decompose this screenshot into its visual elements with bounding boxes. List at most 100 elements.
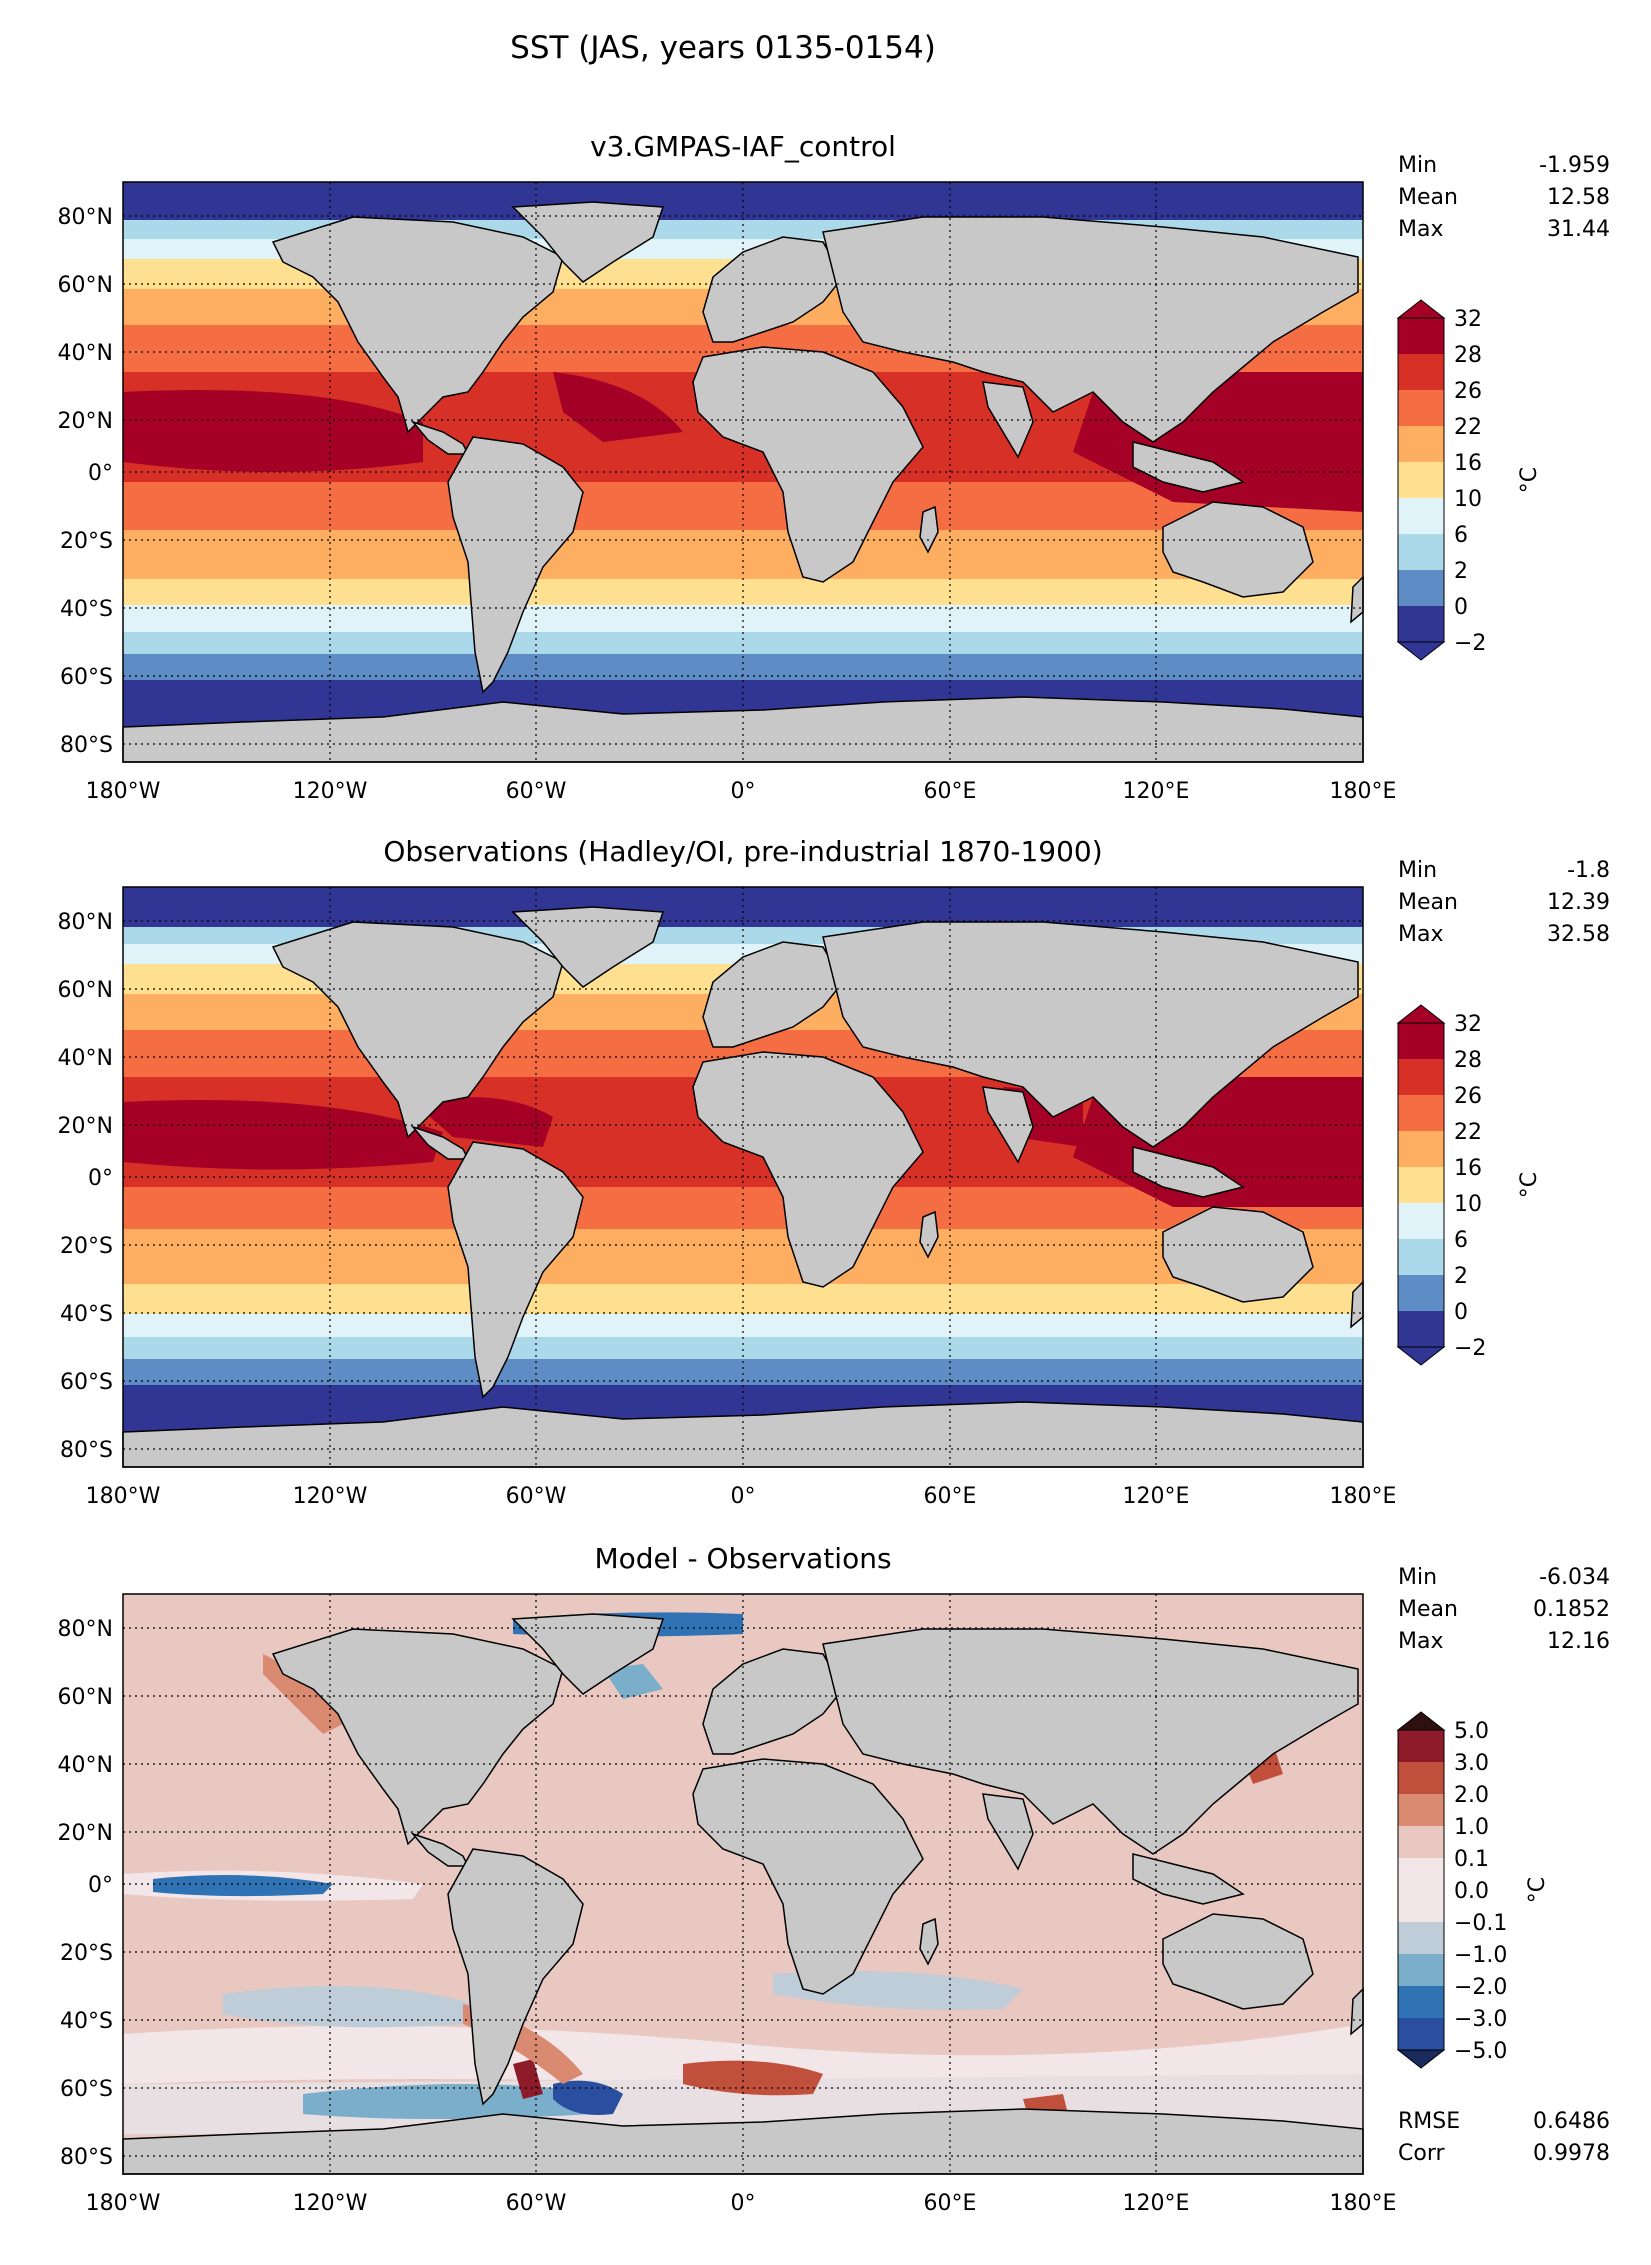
lon-tick: 60°W bbox=[506, 779, 567, 804]
lat-tick: 20°N bbox=[58, 409, 113, 434]
stat-label: Corr bbox=[1398, 2141, 1445, 2166]
stat-label: Max bbox=[1398, 922, 1443, 947]
lon-tick: 120°W bbox=[293, 779, 368, 804]
colorbar: 5.0 3.0 2.0 1.0 0.1 0.0 −0.1 −1.0 −2.0 −… bbox=[1396, 1711, 1550, 2069]
colorbar-tick: 2 bbox=[1454, 559, 1468, 584]
colorbar-tick: 0 bbox=[1454, 1300, 1468, 1325]
stat-label: Max bbox=[1398, 1629, 1443, 1654]
panel-title: Model - Observations bbox=[594, 1542, 891, 1575]
figure-title: SST (JAS, years 0135-0154) bbox=[510, 30, 936, 66]
lat-tick-labels: 80°N 60°N 40°N 20°N 0° 20°S 40°S 60°S 80… bbox=[58, 205, 113, 758]
colorbar-tick: 28 bbox=[1454, 1048, 1482, 1073]
lon-tick: 0° bbox=[731, 779, 756, 804]
lat-tick: 20°N bbox=[58, 1821, 113, 1846]
lat-tick: 80°N bbox=[58, 1617, 113, 1642]
lon-tick: 0° bbox=[731, 2191, 756, 2216]
lon-tick: 120°W bbox=[293, 1484, 368, 1509]
panel-title: Observations (Hadley/OI, pre-industrial … bbox=[383, 835, 1102, 868]
lon-tick: 60°E bbox=[924, 1484, 977, 1509]
panel-model: v3.GMPAS-IAF_control bbox=[58, 130, 1610, 804]
lat-tick: 20°S bbox=[60, 1234, 113, 1259]
stat-value: 32.58 bbox=[1547, 922, 1610, 947]
lat-tick: 40°N bbox=[58, 1753, 113, 1778]
colorbar-tick: 16 bbox=[1454, 451, 1482, 476]
colorbar-unit: °C bbox=[1525, 1877, 1550, 1903]
colorbar-tick: −5.0 bbox=[1454, 2039, 1507, 2064]
colorbar-tick: −3.0 bbox=[1454, 2007, 1507, 2032]
lat-tick: 20°S bbox=[60, 1941, 113, 1966]
colorbar-tick: 0.1 bbox=[1454, 1847, 1489, 1872]
lat-tick: 60°S bbox=[60, 2077, 113, 2102]
lat-tick: 40°S bbox=[60, 2009, 113, 2034]
colorbar-tick: 32 bbox=[1454, 1012, 1482, 1037]
map-area bbox=[122, 181, 1364, 763]
lat-tick: 0° bbox=[88, 1166, 113, 1191]
lon-tick: 120°W bbox=[293, 2191, 368, 2216]
colorbar-tick: 2 bbox=[1454, 1264, 1468, 1289]
lat-tick: 40°S bbox=[60, 1302, 113, 1327]
colorbar-tick: 32 bbox=[1454, 307, 1482, 332]
colorbar-tick: 6 bbox=[1454, 1228, 1468, 1253]
lon-tick: 180°W bbox=[86, 779, 161, 804]
lon-tick: 120°E bbox=[1123, 1484, 1190, 1509]
colorbar-tick: 28 bbox=[1454, 343, 1482, 368]
colorbar-tick: 3.0 bbox=[1454, 1751, 1489, 1776]
lat-tick: 60°S bbox=[60, 1370, 113, 1395]
lat-tick: 40°N bbox=[58, 1046, 113, 1071]
lat-tick: 80°S bbox=[60, 1438, 113, 1463]
stat-value: 0.9978 bbox=[1533, 2141, 1610, 2166]
colorbar-tick: 5.0 bbox=[1454, 1719, 1489, 1744]
stats-box: Min -1.959 Mean 12.58 Max 31.44 bbox=[1398, 153, 1610, 242]
stat-value: -1.8 bbox=[1567, 858, 1610, 883]
stats-box: Min -6.034 Mean 0.1852 Max 12.16 bbox=[1398, 1565, 1610, 1654]
lat-tick: 0° bbox=[88, 461, 113, 486]
colorbar-tick: 22 bbox=[1454, 1120, 1482, 1145]
lon-tick: 60°E bbox=[924, 779, 977, 804]
stats-box: Min -1.8 Mean 12.39 Max 32.58 bbox=[1398, 858, 1610, 947]
colorbar: 32 28 26 22 16 10 6 2 0 −2 °C bbox=[1396, 1004, 1542, 1366]
colorbar-tick: 0 bbox=[1454, 595, 1468, 620]
stat-label: Min bbox=[1398, 153, 1437, 178]
lon-tick: 180°E bbox=[1330, 1484, 1397, 1509]
colorbar-tick: 16 bbox=[1454, 1156, 1482, 1181]
stat-value: 0.1852 bbox=[1533, 1597, 1610, 1622]
lon-tick: 60°W bbox=[506, 1484, 567, 1509]
lon-tick: 120°E bbox=[1123, 779, 1190, 804]
lat-tick: 60°N bbox=[58, 273, 113, 298]
colorbar-tick: 0.0 bbox=[1454, 1879, 1489, 1904]
colorbar-unit: °C bbox=[1517, 467, 1542, 493]
stat-label: Mean bbox=[1398, 185, 1458, 210]
lon-tick: 60°W bbox=[506, 2191, 567, 2216]
colorbar-tick: −2.0 bbox=[1454, 1975, 1507, 2000]
colorbar-tick: −1.0 bbox=[1454, 1943, 1507, 1968]
lat-tick: 40°N bbox=[58, 341, 113, 366]
panel-difference: Model - Observations bbox=[58, 1542, 1610, 2216]
colorbar-tick: 10 bbox=[1454, 1192, 1482, 1217]
map-area bbox=[122, 886, 1364, 1468]
colorbar-tick: −0.1 bbox=[1454, 1911, 1507, 1936]
colorbar-tick: 1.0 bbox=[1454, 1815, 1489, 1840]
lon-tick-labels: 180°W 120°W 60°W 0° 60°E 120°E 180°E bbox=[86, 1484, 1397, 1509]
lat-tick: 60°S bbox=[60, 665, 113, 690]
lon-tick: 180°E bbox=[1330, 2191, 1397, 2216]
lon-tick-labels: 180°W 120°W 60°W 0° 60°E 120°E 180°E bbox=[86, 779, 1397, 804]
lat-tick: 60°N bbox=[58, 978, 113, 1003]
panel-title: v3.GMPAS-IAF_control bbox=[590, 130, 896, 163]
lat-tick: 20°N bbox=[58, 1114, 113, 1139]
colorbar-tick: 2.0 bbox=[1454, 1783, 1489, 1808]
lat-tick: 80°S bbox=[60, 733, 113, 758]
lat-tick: 80°N bbox=[58, 910, 113, 935]
colorbar-tick: 26 bbox=[1454, 379, 1482, 404]
lon-tick: 180°W bbox=[86, 2191, 161, 2216]
stat-label: Mean bbox=[1398, 890, 1458, 915]
gridlines bbox=[123, 887, 1363, 1467]
lon-tick: 180°E bbox=[1330, 779, 1397, 804]
error-stats: RMSE 0.6486 Corr 0.9978 bbox=[1398, 2109, 1610, 2166]
lat-tick-labels: 80°N 60°N 40°N 20°N 0° 20°S 40°S 60°S 80… bbox=[58, 910, 113, 1463]
lat-tick: 20°S bbox=[60, 529, 113, 554]
stat-label: Min bbox=[1398, 858, 1437, 883]
lat-tick: 80°S bbox=[60, 2145, 113, 2170]
stat-value: 12.58 bbox=[1547, 185, 1610, 210]
colorbar-tick: −2 bbox=[1454, 1336, 1486, 1361]
